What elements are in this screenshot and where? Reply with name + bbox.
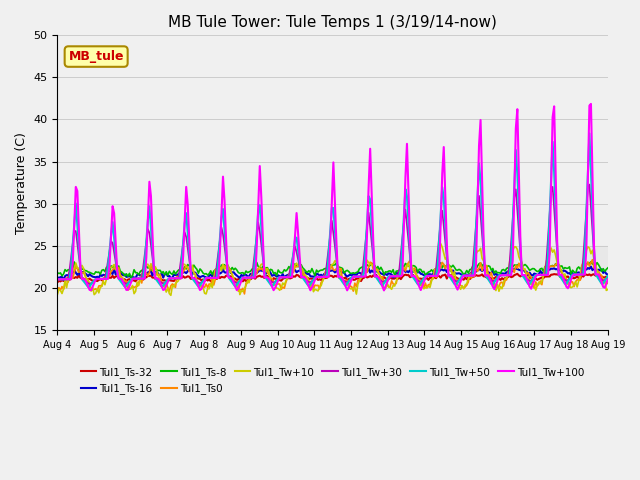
Y-axis label: Temperature (C): Temperature (C) [15,132,28,233]
Title: MB Tule Tower: Tule Temps 1 (3/19/14-now): MB Tule Tower: Tule Temps 1 (3/19/14-now… [168,15,497,30]
Legend: Tul1_Ts-32, Tul1_Ts-16, Tul1_Ts-8, Tul1_Ts0, Tul1_Tw+10, Tul1_Tw+30, Tul1_Tw+50,: Tul1_Ts-32, Tul1_Ts-16, Tul1_Ts-8, Tul1_… [77,363,589,398]
Text: MB_tule: MB_tule [68,50,124,63]
Bar [58,246,608,271]
